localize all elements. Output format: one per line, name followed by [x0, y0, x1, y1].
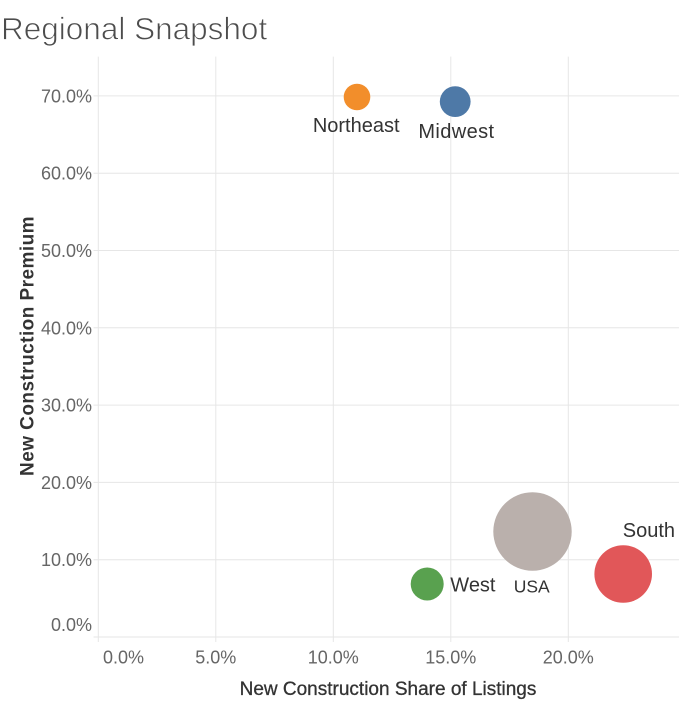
svg-text:10.0%: 10.0%: [308, 648, 359, 668]
svg-text:West: West: [450, 574, 496, 596]
svg-text:Midwest: Midwest: [418, 121, 494, 143]
svg-text:20.0%: 20.0%: [543, 648, 594, 668]
svg-text:50.0%: 50.0%: [41, 241, 92, 261]
svg-text:5.0%: 5.0%: [195, 648, 236, 668]
svg-text:Regional Snapshot: Regional Snapshot: [1, 11, 267, 47]
svg-text:60.0%: 60.0%: [41, 164, 92, 184]
svg-text:10.0%: 10.0%: [41, 550, 92, 570]
svg-text:40.0%: 40.0%: [41, 318, 92, 338]
svg-text:20.0%: 20.0%: [41, 473, 92, 493]
svg-text:15.0%: 15.0%: [425, 648, 476, 668]
svg-text:New Construction Premium: New Construction Premium: [18, 216, 39, 476]
svg-text:30.0%: 30.0%: [41, 396, 92, 416]
svg-text:New Construction Share of List: New Construction Share of Listings: [240, 679, 537, 700]
svg-text:0.0%: 0.0%: [103, 648, 144, 668]
svg-text:70.0%: 70.0%: [41, 86, 92, 106]
svg-text:South: South: [623, 520, 675, 542]
svg-text:0.0%: 0.0%: [51, 615, 92, 635]
svg-text:USA: USA: [514, 577, 550, 597]
svg-text:Northeast: Northeast: [313, 115, 400, 137]
